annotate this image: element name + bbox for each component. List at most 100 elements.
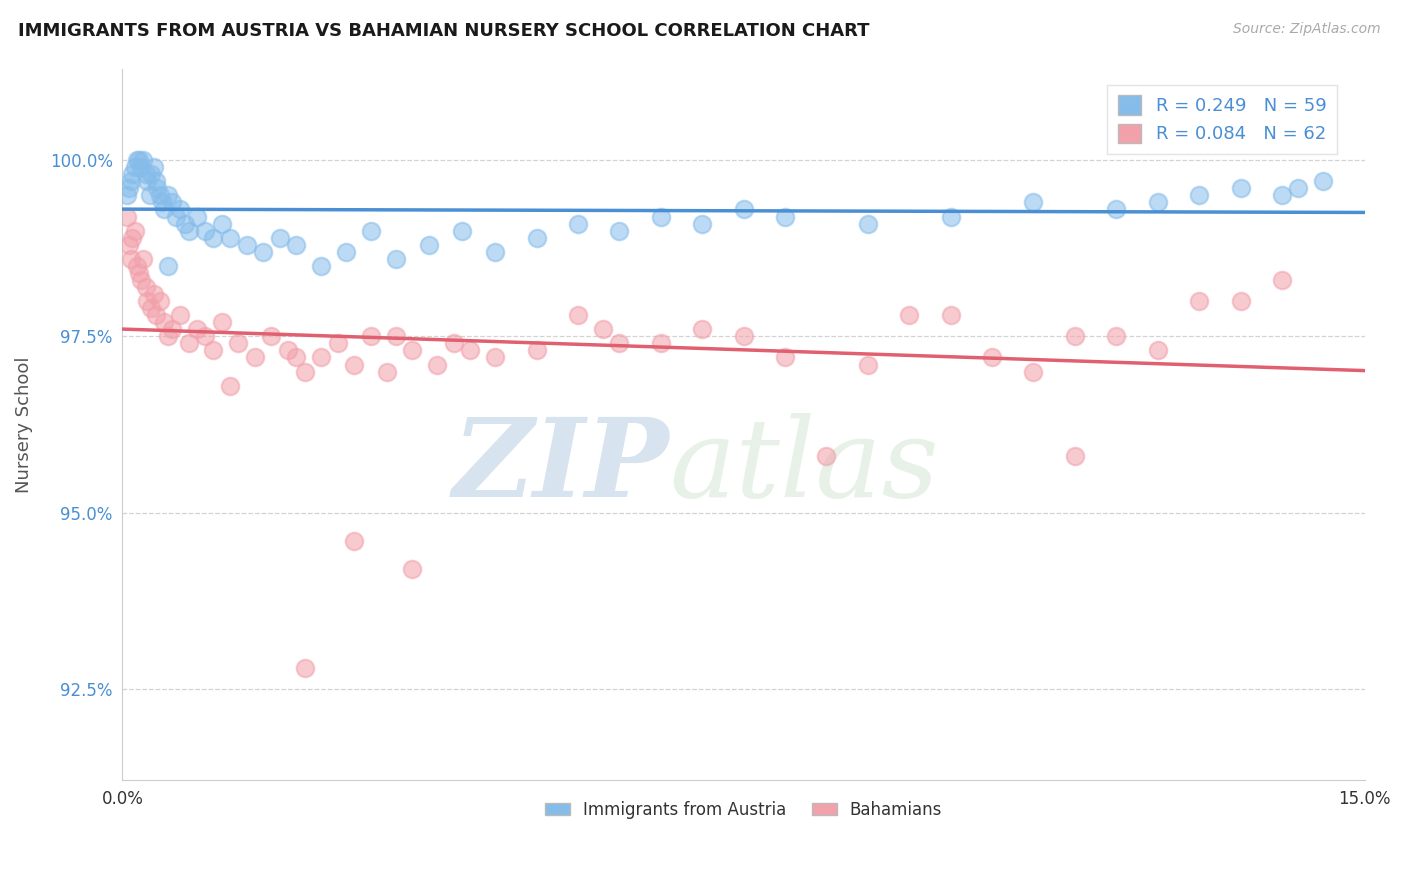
Point [607,224,630,238]
Point [149,294,172,309]
Point [252,244,274,259]
Point [343,533,366,548]
Point [309,259,332,273]
Point [1022,195,1045,210]
Point [165,210,187,224]
Point [132,153,155,168]
Point [326,336,349,351]
Point [1229,294,1251,309]
Point [173,217,195,231]
Point [118,181,141,195]
Point [1063,329,1085,343]
Point [401,343,423,358]
Point [141,167,163,181]
Point [219,378,242,392]
Point [690,217,713,231]
Point [401,562,423,576]
Point [484,244,506,259]
Point [115,210,138,224]
Point [294,365,316,379]
Point [335,244,357,259]
Point [939,210,962,224]
Point [115,188,138,202]
Point [156,329,179,343]
Point [1288,181,1310,195]
Point [1105,329,1128,343]
Point [160,195,183,210]
Point [124,224,146,238]
Point [211,315,233,329]
Point [128,153,150,168]
Point [773,210,796,224]
Point [145,174,167,188]
Point [650,336,672,351]
Point [136,174,159,188]
Point [142,287,165,301]
Y-axis label: Nursery School: Nursery School [15,356,32,492]
Point [149,188,172,202]
Point [235,237,257,252]
Point [120,252,142,266]
Point [150,195,173,210]
Point [132,252,155,266]
Point [567,308,589,322]
Text: IMMIGRANTS FROM AUSTRIA VS BAHAMIAN NURSERY SCHOOL CORRELATION CHART: IMMIGRANTS FROM AUSTRIA VS BAHAMIAN NURS… [18,22,870,40]
Point [856,217,879,231]
Point [1146,195,1168,210]
Point [186,322,208,336]
Point [526,230,548,244]
Point [773,351,796,365]
Point [309,351,332,365]
Point [153,315,176,329]
Point [607,336,630,351]
Point [145,308,167,322]
Point [156,188,179,202]
Point [1188,294,1211,309]
Point [121,230,143,244]
Point [733,202,755,217]
Point [136,294,159,309]
Point [285,351,308,365]
Point [120,174,142,188]
Point [360,329,382,343]
Point [1229,181,1251,195]
Point [228,336,250,351]
Point [135,280,157,294]
Point [981,351,1004,365]
Point [815,449,838,463]
Point [194,224,217,238]
Point [377,365,399,379]
Point [153,202,176,217]
Point [177,224,200,238]
Point [451,224,474,238]
Point [592,322,614,336]
Point [939,308,962,322]
Point [127,259,149,273]
Point [138,188,160,202]
Point [194,329,217,343]
Point [1105,202,1128,217]
Point [127,153,149,168]
Point [129,273,152,287]
Point [160,322,183,336]
Point [898,308,921,322]
Point [443,336,465,351]
Point [384,329,406,343]
Point [219,230,242,244]
Point [177,336,200,351]
Point [1271,273,1294,287]
Point [169,308,191,322]
Point [733,329,755,343]
Point [294,660,316,674]
Point [1063,449,1085,463]
Point [285,237,308,252]
Point [1022,365,1045,379]
Point [243,351,266,365]
Point [650,210,672,224]
Point [135,167,157,181]
Point [260,329,283,343]
Point [156,259,179,273]
Point [343,358,366,372]
Point [1146,343,1168,358]
Point [1312,174,1334,188]
